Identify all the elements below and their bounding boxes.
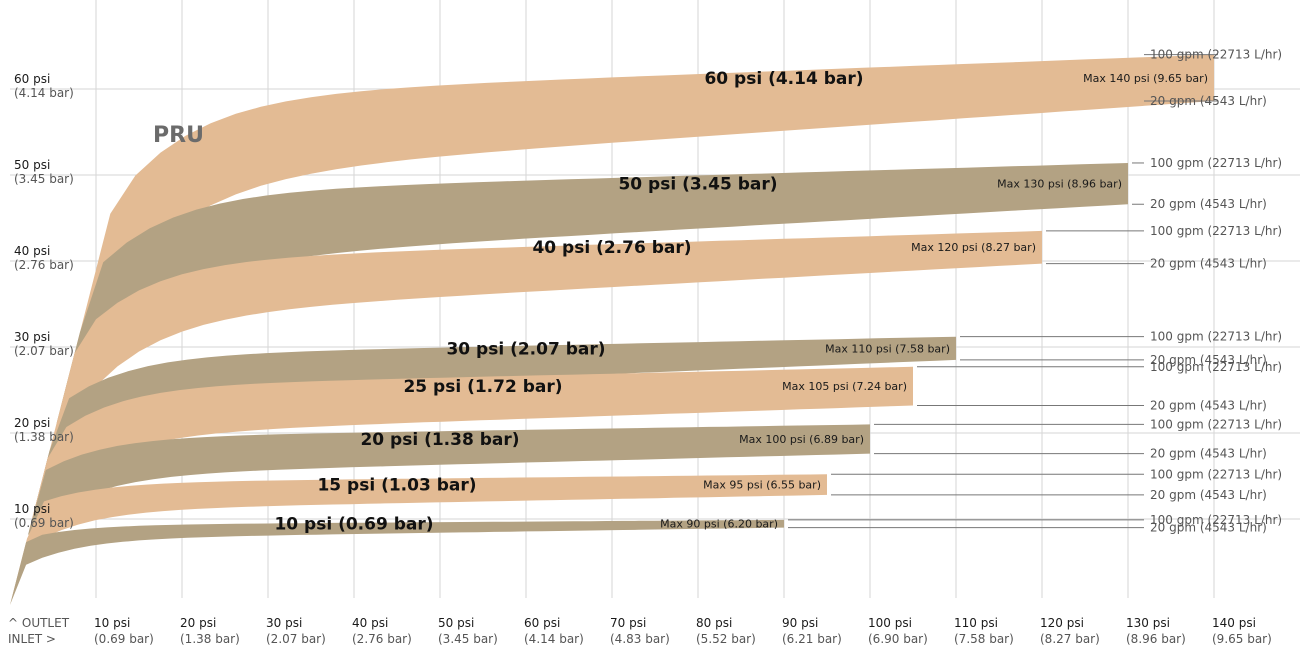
flow-label-lo-50: 20 gpm (4543 L/hr) [1150,197,1267,211]
max-label-20: Max 100 psi (6.89 bar) [739,433,864,446]
band-label-50: 50 psi (3.45 bar) [618,175,777,195]
x-tick-bar-120: (8.27 bar) [1040,632,1100,646]
x-tick-bar-130: (8.96 bar) [1126,632,1186,646]
x-tick-bar-100: (6.90 bar) [868,632,928,646]
x-tick-psi-50: 50 psi [438,616,474,630]
band-10-psi [10,519,784,605]
band-25-psi [10,366,913,605]
max-label-15: Max 95 psi (6.55 bar) [703,479,821,492]
flow-label-hi-10: 100 gpm (22713 L/hr) [1150,513,1282,527]
flow-label-hi-15: 100 gpm (22713 L/hr) [1150,467,1282,481]
x-tick-bar-70: (4.83 bar) [610,632,670,646]
x-tick-psi-40: 40 psi [352,616,388,630]
y-tick-psi-30: 30 psi [14,330,50,344]
flow-label-hi-20: 100 gpm (22713 L/hr) [1150,417,1282,431]
band-30-psi [10,336,956,605]
x-tick-bar-40: (2.76 bar) [352,632,412,646]
max-label-30: Max 110 psi (7.58 bar) [825,342,950,355]
y-tick-psi-60: 60 psi [14,72,50,86]
flow-label-hi-25: 100 gpm (22713 L/hr) [1150,360,1282,374]
flow-label-hi-60: 100 gpm (22713 L/hr) [1150,48,1282,62]
y-tick-bar-30: (2.07 bar) [14,344,74,358]
max-label-40: Max 120 psi (8.27 bar) [911,241,1036,254]
corner-inlet-label: INLET > [8,632,56,646]
x-tick-psi-70: 70 psi [610,616,646,630]
band-label-20: 20 psi (1.38 bar) [360,430,519,450]
x-tick-bar-50: (3.45 bar) [438,632,498,646]
x-tick-bar-80: (5.52 bar) [696,632,756,646]
flow-label-lo-10: 20 gpm (4543 L/hr) [1150,521,1267,535]
y-tick-bar-20: (1.38 bar) [14,430,74,444]
band-label-10: 10 psi (0.69 bar) [274,515,433,535]
x-tick-bar-90: (6.21 bar) [782,632,842,646]
band-label-60: 60 psi (4.14 bar) [704,69,863,89]
band-label-25: 25 psi (1.72 bar) [403,377,562,397]
x-tick-bar-30: (2.07 bar) [266,632,326,646]
max-label-25: Max 105 psi (7.24 bar) [782,380,907,393]
y-tick-psi-20: 20 psi [14,416,50,430]
x-tick-psi-20: 20 psi [180,616,216,630]
y-tick-bar-60: (4.14 bar) [14,86,74,100]
x-tick-psi-140: 140 psi [1212,616,1256,630]
flow-label-hi-40: 100 gpm (22713 L/hr) [1150,224,1282,238]
flow-label-lo-25: 20 gpm (4543 L/hr) [1150,398,1267,412]
flow-label-hi-50: 100 gpm (22713 L/hr) [1150,156,1282,170]
x-tick-bar-60: (4.14 bar) [524,632,584,646]
x-tick-psi-80: 80 psi [696,616,732,630]
y-tick-bar-50: (3.45 bar) [14,172,74,186]
band-label-15: 15 psi (1.03 bar) [317,476,476,496]
flow-label-lo-20: 20 gpm (4543 L/hr) [1150,447,1267,461]
x-tick-bar-10: (0.69 bar) [94,632,154,646]
flow-label-lo-60: 20 gpm (4543 L/hr) [1150,94,1267,108]
flow-label-lo-15: 20 gpm (4543 L/hr) [1150,488,1267,502]
max-label-60: Max 140 psi (9.65 bar) [1083,72,1208,85]
corner-outlet-label: ^ OUTLET [8,616,70,630]
band-40-psi [10,230,1042,605]
chart-title: PRU [153,123,204,148]
max-label-10: Max 90 psi (6.20 bar) [660,518,778,531]
x-tick-psi-90: 90 psi [782,616,818,630]
pressure-bands [10,54,1214,606]
y-tick-bar-40: (2.76 bar) [14,258,74,272]
x-tick-bar-140: (9.65 bar) [1212,632,1272,646]
band-label-40: 40 psi (2.76 bar) [532,238,691,258]
x-tick-psi-110: 110 psi [954,616,998,630]
y-tick-psi-50: 50 psi [14,158,50,172]
y-tick-psi-40: 40 psi [14,244,50,258]
flow-label-lo-40: 20 gpm (4543 L/hr) [1150,257,1267,271]
max-label-50: Max 130 psi (8.96 bar) [997,178,1122,191]
flow-leader-lines: 100 gpm (22713 L/hr)20 gpm (4543 L/hr)10… [788,48,1282,535]
x-tick-psi-120: 120 psi [1040,616,1084,630]
band-20-psi [10,424,870,605]
y-tick-psi-10: 10 psi [14,502,50,516]
x-tick-bar-110: (7.58 bar) [954,632,1014,646]
x-tick-psi-60: 60 psi [524,616,560,630]
axis-labels: 10 psi(0.69 bar)20 psi(1.38 bar)30 psi(2… [14,72,1272,646]
band-50-psi [10,163,1128,605]
y-tick-bar-10: (0.69 bar) [14,516,74,530]
band-labels: Max 90 psi (6.20 bar) 10 psi (0.69 bar) Ma… [274,69,1208,535]
band-15-psi [10,474,827,605]
x-tick-bar-20: (1.38 bar) [180,632,240,646]
x-tick-psi-10: 10 psi [94,616,130,630]
x-tick-psi-130: 130 psi [1126,616,1170,630]
flow-label-lo-30: 20 gpm (4543 L/hr) [1150,353,1267,367]
x-tick-psi-30: 30 psi [266,616,302,630]
band-label-30: 30 psi (2.07 bar) [446,339,605,359]
x-tick-psi-100: 100 psi [868,616,912,630]
flow-label-hi-30: 100 gpm (22713 L/hr) [1150,330,1282,344]
